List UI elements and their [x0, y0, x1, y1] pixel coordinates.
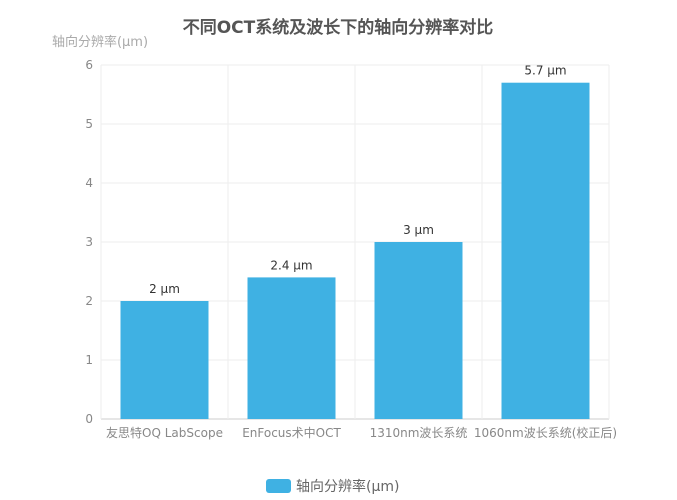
y-axis-label: 轴向分辨率(μm)	[52, 34, 148, 50]
legend-label: 轴向分辨率(μm)	[296, 478, 399, 495]
x-tick-label: 友思特OQ LabScope	[106, 425, 223, 440]
y-tick-label: 1	[85, 353, 93, 367]
bar[interactable]	[501, 82, 590, 419]
data-label: 5.7 μm	[524, 64, 566, 78]
legend[interactable]: 轴向分辨率(μm)	[266, 478, 399, 495]
data-label: 2 μm	[149, 282, 180, 296]
y-tick-label: 5	[85, 117, 93, 131]
y-tick-label: 2	[85, 294, 93, 308]
legend-swatch	[266, 479, 291, 493]
bar[interactable]	[374, 242, 463, 419]
y-tick-label: 3	[85, 235, 93, 249]
y-tick-label: 4	[85, 176, 93, 190]
y-tick-label: 0	[85, 412, 93, 426]
x-tick-label: 1310nm波长系统	[370, 426, 468, 440]
x-tick-label: EnFocus术中OCT	[242, 425, 341, 440]
y-tick-label: 6	[85, 58, 93, 72]
x-tick-label: 1060nm波长系统(校正后)	[474, 425, 617, 440]
chart-title: 不同OCT系统及波长下的轴向分辨率对比	[183, 17, 494, 38]
data-label: 2.4 μm	[270, 258, 312, 272]
bar[interactable]	[247, 277, 336, 419]
data-label: 3 μm	[403, 223, 434, 237]
bar[interactable]	[120, 301, 209, 419]
